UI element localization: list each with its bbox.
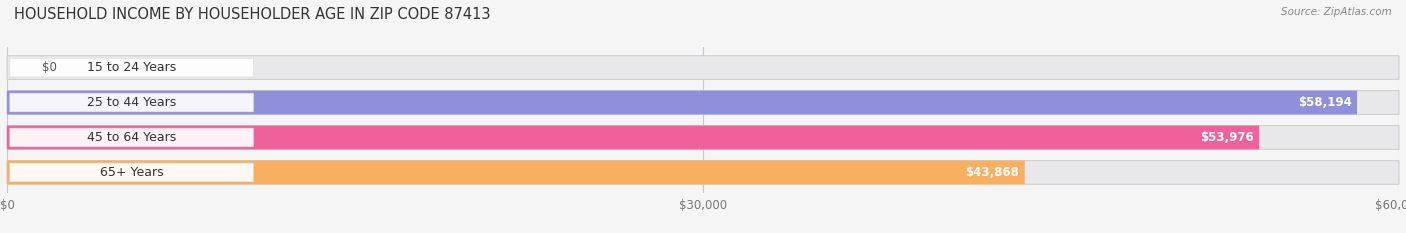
FancyBboxPatch shape xyxy=(10,93,253,112)
Text: 25 to 44 Years: 25 to 44 Years xyxy=(87,96,176,109)
Text: 15 to 24 Years: 15 to 24 Years xyxy=(87,61,176,74)
FancyBboxPatch shape xyxy=(7,126,1260,149)
FancyBboxPatch shape xyxy=(7,91,1357,114)
FancyBboxPatch shape xyxy=(7,161,1399,184)
FancyBboxPatch shape xyxy=(7,126,1399,149)
Text: Source: ZipAtlas.com: Source: ZipAtlas.com xyxy=(1281,7,1392,17)
FancyBboxPatch shape xyxy=(7,91,1399,114)
Text: $43,868: $43,868 xyxy=(966,166,1019,179)
Text: $0: $0 xyxy=(42,61,56,74)
Text: 45 to 64 Years: 45 to 64 Years xyxy=(87,131,176,144)
FancyBboxPatch shape xyxy=(10,163,253,182)
FancyBboxPatch shape xyxy=(7,161,1025,184)
Text: $53,976: $53,976 xyxy=(1199,131,1254,144)
Text: HOUSEHOLD INCOME BY HOUSEHOLDER AGE IN ZIP CODE 87413: HOUSEHOLD INCOME BY HOUSEHOLDER AGE IN Z… xyxy=(14,7,491,22)
FancyBboxPatch shape xyxy=(7,56,1399,79)
Text: $58,194: $58,194 xyxy=(1298,96,1351,109)
FancyBboxPatch shape xyxy=(10,58,253,77)
Text: 65+ Years: 65+ Years xyxy=(100,166,163,179)
FancyBboxPatch shape xyxy=(10,128,253,147)
